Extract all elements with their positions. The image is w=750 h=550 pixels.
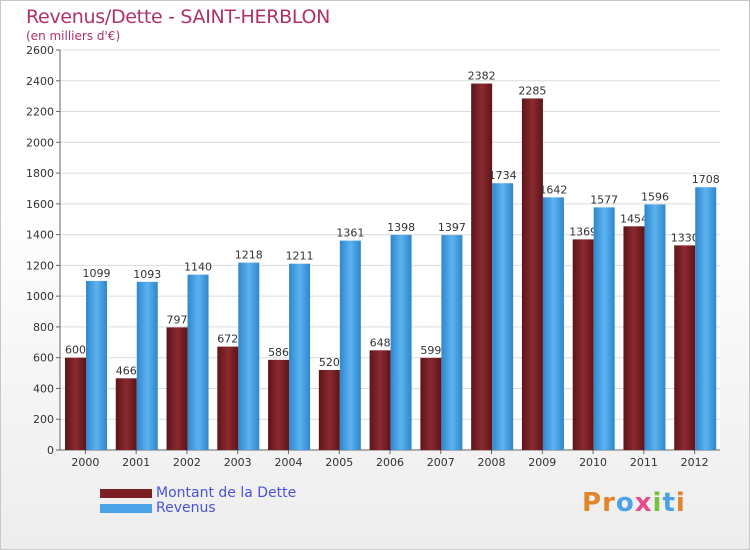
x-tick-label: 2011 [630,456,658,469]
data-label-revenus: 1361 [336,227,364,240]
bar-revenus [289,263,311,450]
data-label-dette: 797 [167,313,188,326]
data-label-dette: 2285 [518,84,546,97]
bar-dette [115,378,137,450]
bar-revenus [187,274,209,450]
x-tick-label: 2010 [579,456,607,469]
x-tick-label: 2006 [376,456,404,469]
data-label-revenus: 1577 [590,193,618,206]
x-tick-label: 2008 [478,456,506,469]
y-tick-label: 2000 [26,136,54,149]
legend-item-dette: Montant de la Dette [100,486,296,501]
bar-revenus [542,197,564,450]
data-label-revenus: 1596 [641,190,669,203]
bar-dette [623,226,645,450]
bar-dette [674,245,696,450]
data-label-revenus: 1734 [489,169,517,182]
x-tick-label: 2005 [325,456,353,469]
logo-letter: i [675,488,686,518]
proxiti-logo: Proxiti [582,488,686,518]
y-tick-label: 600 [33,352,54,365]
bar-revenus [441,235,463,450]
bar-dette [572,239,594,450]
x-tick-label: 2000 [71,456,99,469]
y-tick-label: 1000 [26,290,54,303]
data-label-revenus: 1218 [235,249,263,262]
bar-dette [369,350,391,450]
y-tick-label: 1200 [26,259,54,272]
data-label-dette: 600 [65,344,86,357]
logo-letter: r [602,488,616,518]
data-label-dette: 648 [370,336,391,349]
x-tick-label: 2002 [173,456,201,469]
x-tick-label: 2009 [528,456,556,469]
bar-revenus [492,183,514,450]
bar-dette [268,359,290,450]
y-tick-label: 1800 [26,167,54,180]
data-label-revenus: 1140 [184,261,212,274]
data-label-dette: 466 [116,364,137,377]
bar-revenus [390,234,412,450]
legend-swatch-revenus [100,504,152,513]
logo-letter: i [652,488,663,518]
data-label-dette: 1454 [620,212,648,225]
x-tick-label: 2012 [681,456,709,469]
logo-letter: o [615,488,635,518]
bar-revenus [644,204,666,450]
data-label-dette: 520 [319,356,340,369]
data-label-revenus: 1099 [83,267,111,280]
bar-revenus [136,281,158,450]
bar-revenus [238,262,260,450]
data-label-revenus: 1093 [133,268,161,281]
logo-letter: P [582,488,603,518]
legend-label-dette: Montant de la Dette [156,485,297,501]
bar-dette [521,98,543,450]
chart-title: Revenus/Dette - SAINT-HERBLON [26,6,331,28]
bar-dette [471,83,493,451]
chart-subtitle: (en milliers d'€) [26,29,121,43]
bar-dette [420,357,442,450]
x-tick-label: 2001 [122,456,150,469]
y-tick-label: 200 [33,413,54,426]
bar-revenus [593,207,615,450]
x-tick-label: 2007 [427,456,455,469]
logo-letter: x [634,488,653,518]
y-tick-label: 2400 [26,75,54,88]
bar-revenus [86,280,107,450]
data-label-revenus: 1398 [387,221,415,234]
legend-item-revenus: Revenus [100,501,296,516]
data-label-dette: 1330 [671,231,699,244]
logo-letter: t [662,488,676,518]
data-label-dette: 599 [420,344,441,357]
legend: Montant de la Dette Revenus [100,486,296,516]
y-tick-label: 1600 [26,198,54,211]
data-label-revenus: 1211 [286,250,314,263]
bar-dette [166,327,188,450]
bar-dette [65,357,86,450]
data-label-dette: 672 [217,333,238,346]
x-tick-label: 2003 [224,456,252,469]
x-tick-label: 2004 [274,456,302,469]
bar-dette [217,346,239,450]
bar-revenus [339,240,361,450]
y-tick-label: 800 [33,321,54,334]
y-tick-label: 2200 [26,106,54,119]
legend-swatch-dette [100,489,152,498]
y-tick-label: 2600 [26,44,54,57]
data-label-dette: 1369 [569,225,597,238]
y-tick-label: 400 [33,382,54,395]
data-label-revenus: 1642 [539,183,567,196]
bar-revenus [695,187,717,450]
data-label-dette: 586 [268,346,289,359]
y-tick-label: 1400 [26,229,54,242]
legend-label-revenus: Revenus [156,500,216,516]
data-label-dette: 2382 [468,70,496,83]
data-label-revenus: 1397 [438,221,466,234]
bar-dette [318,370,340,450]
y-tick-label: 0 [47,444,54,457]
data-label-revenus: 1708 [692,173,720,186]
